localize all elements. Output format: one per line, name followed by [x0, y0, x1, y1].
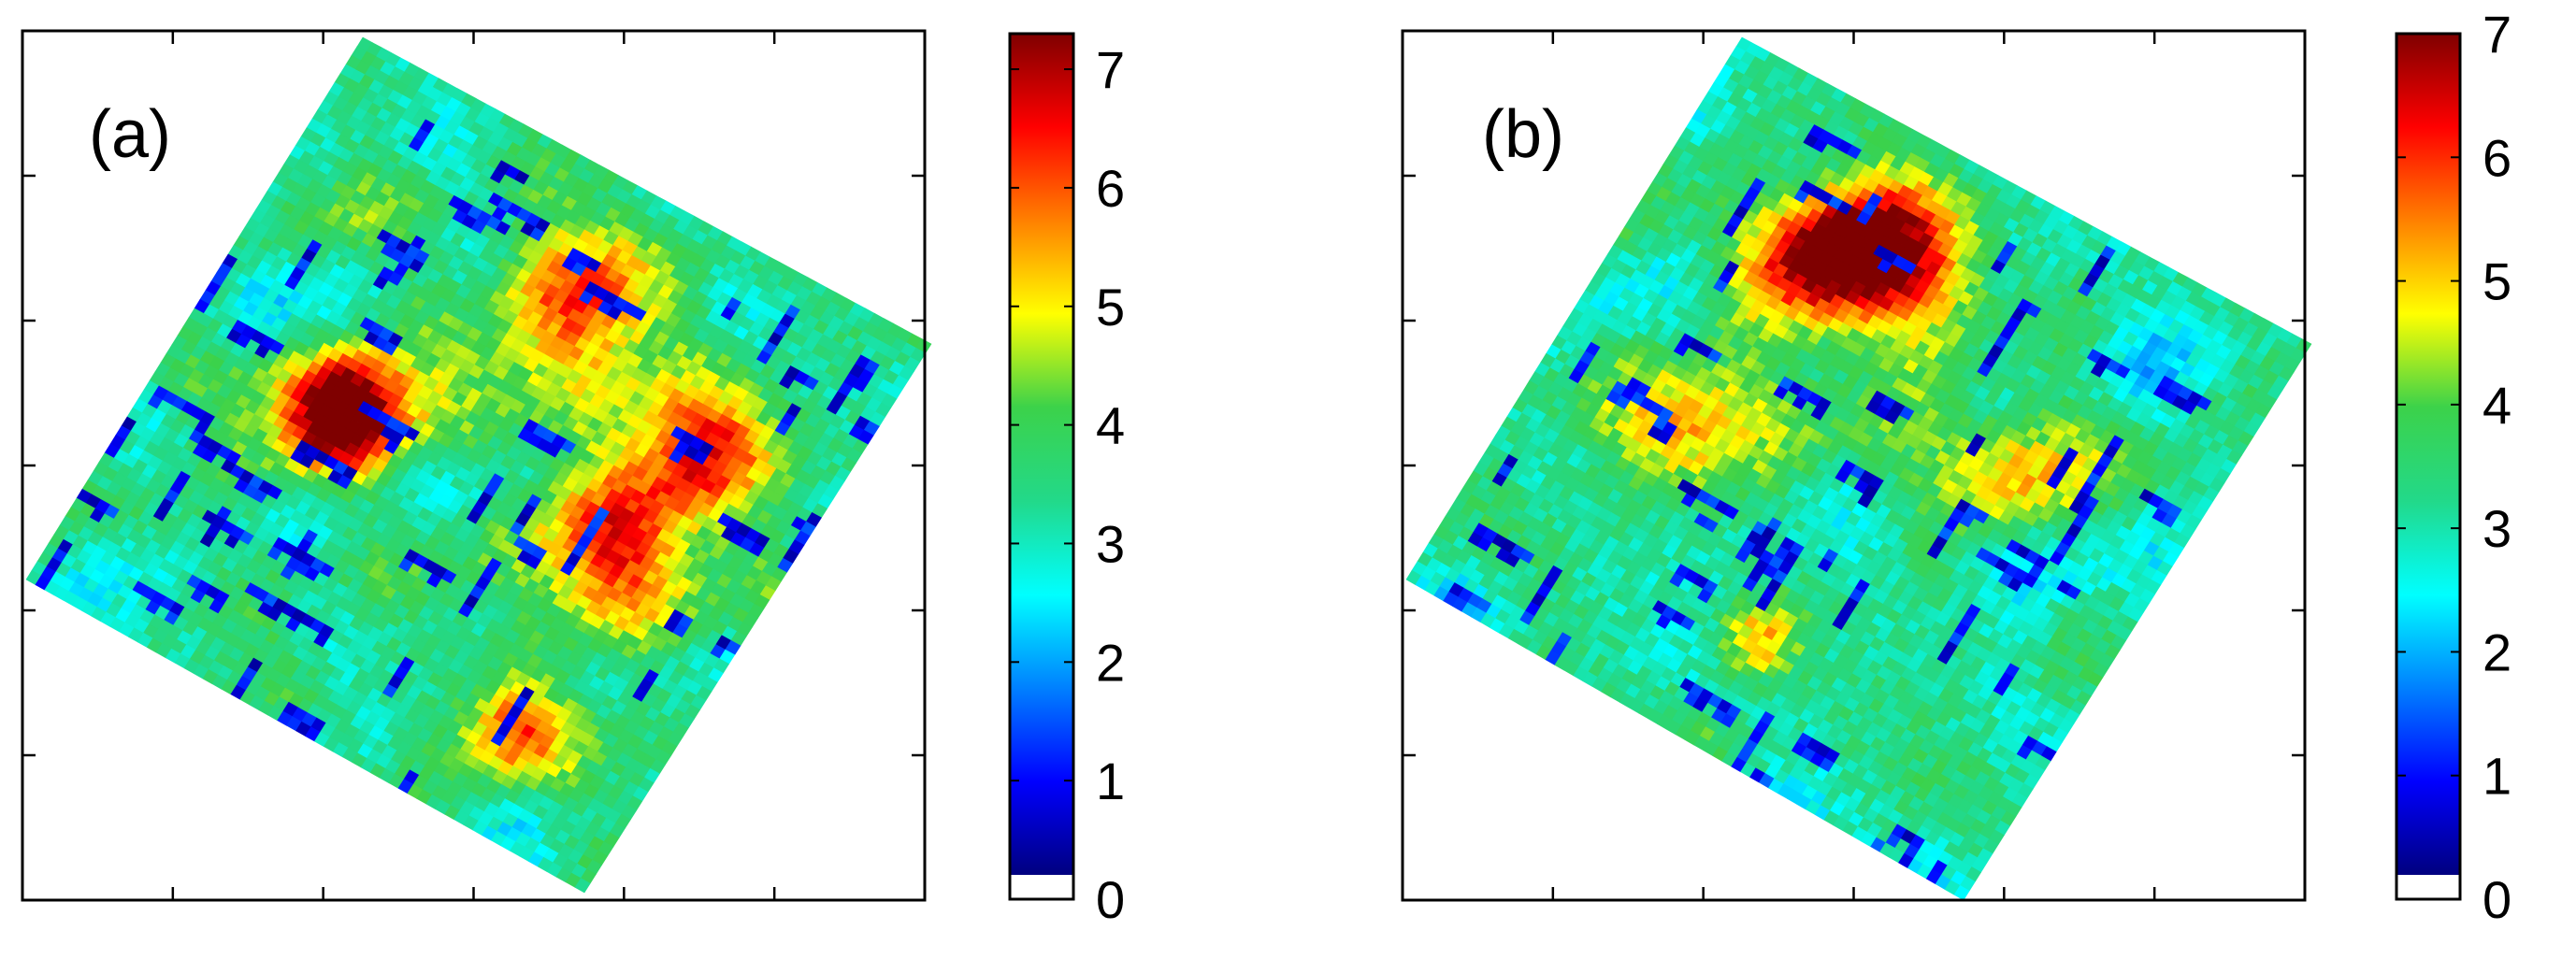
panel-label-a: (a): [89, 97, 171, 172]
colorbar-gradient-a: [1010, 34, 1073, 875]
colorbar-white-band-a: [1010, 875, 1073, 899]
colorbar-tick-label: 6: [1096, 159, 1125, 218]
colorbar-tick-label: 1: [1096, 751, 1125, 810]
heatmap-a: [25, 36, 932, 894]
colorbar-tick-label: 2: [1096, 633, 1125, 692]
panel-b: (b) 0 1 2 3 4 5 6 7: [1401, 5, 2511, 929]
colorbar-tick-label: 0: [1096, 870, 1125, 929]
colorbar-tick-label: 5: [1096, 278, 1125, 336]
colorbar-tick-label: 7: [1096, 40, 1125, 99]
colorbar-tick-label: 3: [1096, 514, 1125, 573]
colorbar-tick-label: 4: [1096, 396, 1125, 455]
colorbar-a: 0 1 2 3 4 5 6 7: [1008, 32, 1125, 929]
colorbar-labels-a: 0 1 2 3 4 5 6 7: [1096, 40, 1125, 929]
panel-a: (a) 0 1 2 3 4 5 6 7: [21, 29, 1125, 929]
